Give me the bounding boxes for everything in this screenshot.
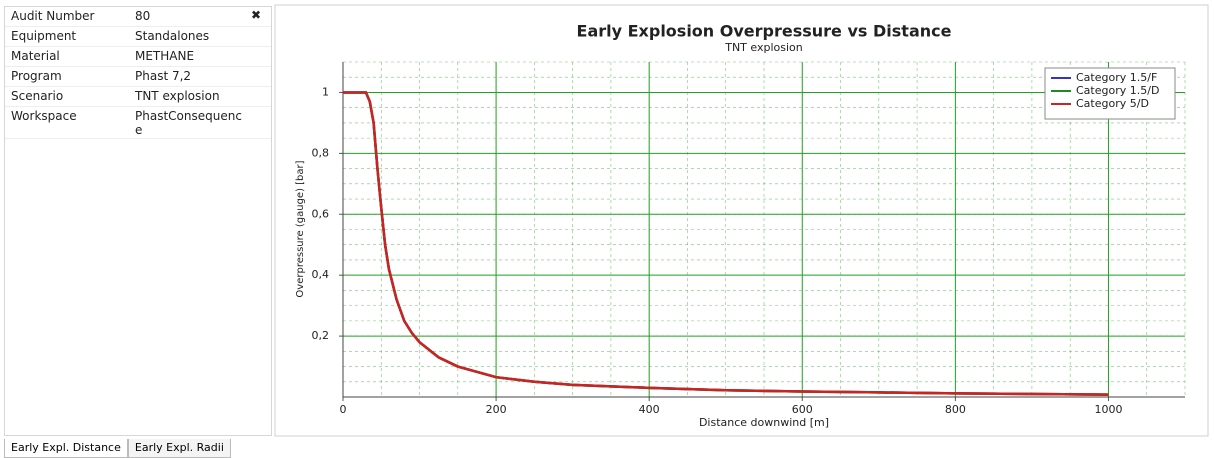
legend-label: Category 5/D <box>1076 97 1149 110</box>
property-panel: Audit Number 80 ✖ Equipment Standalones Mater… <box>4 6 272 436</box>
property-value: PhastConsequence <box>135 109 242 137</box>
x-tick-label: 1000 <box>1094 403 1122 416</box>
property-value: METHANE <box>135 49 195 63</box>
property-key: Program <box>11 69 62 83</box>
property-row: Audit Number 80 ✖ <box>5 7 271 27</box>
line-series <box>343 91 1109 396</box>
property-value: Phast 7,2 <box>135 69 192 83</box>
y-tick-label: 1 <box>322 85 329 98</box>
chart: Early Explosion Overpressure vs Distance… <box>274 4 1209 437</box>
chart-title: Early Explosion Overpressure vs Distance <box>577 22 952 41</box>
property-row: Material METHANE <box>5 47 271 67</box>
x-tick-label: 800 <box>945 403 966 416</box>
y-tick-label: 0,2 <box>312 329 330 342</box>
legend-label: Category 1.5/D <box>1076 84 1159 97</box>
x-axis-label: Distance downwind [m] <box>699 416 829 429</box>
x-tick-label: 400 <box>639 403 660 416</box>
property-row: Program Phast 7,2 <box>5 67 271 87</box>
close-button[interactable]: ✖ <box>250 8 261 22</box>
property-key: Equipment <box>11 29 77 43</box>
x-tick-label: 600 <box>792 403 813 416</box>
tab[interactable]: Early Expl. Distance <box>4 439 128 458</box>
property-key: Audit Number <box>11 9 95 23</box>
property-row: Scenario TNT explosion <box>5 87 271 107</box>
property-value: TNT explosion <box>135 89 220 103</box>
property-row: Workspace PhastConsequence <box>5 107 271 139</box>
x-tick-label: 0 <box>340 403 347 416</box>
y-axis-label: Overpressure (gauge) [bar] <box>295 160 306 297</box>
property-key: Workspace <box>11 109 77 123</box>
chart-subtitle: TNT explosion <box>724 41 803 54</box>
property-value: Standalones <box>135 29 210 43</box>
tab-bar: Early Expl. Distance Early Expl. Radii <box>4 439 231 458</box>
property-key: Material <box>11 49 60 63</box>
property-key: Scenario <box>11 89 64 103</box>
legend-box <box>1044 67 1176 120</box>
y-tick-label: 0,8 <box>312 146 330 159</box>
legend-label: Category 1.5/F <box>1076 71 1157 84</box>
tab[interactable]: Early Expl. Radii <box>127 439 231 458</box>
property-value: 80 <box>135 9 151 23</box>
y-tick-label: 0,6 <box>312 207 330 220</box>
x-tick-label: 200 <box>486 403 507 416</box>
property-row: Equipment Standalones <box>5 27 271 47</box>
y-tick-label: 0,4 <box>312 268 330 281</box>
